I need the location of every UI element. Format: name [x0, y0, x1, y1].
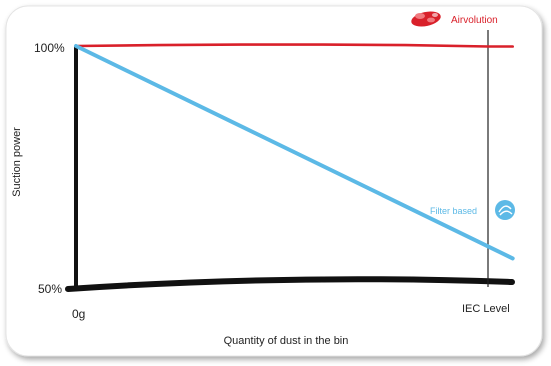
series-label-airvolution: Airvolution [451, 15, 498, 26]
series-line-airvolution [74, 43, 514, 48]
card-background [5, 5, 543, 357]
x-tick-label: 0g [72, 307, 85, 321]
x-tick-label: IEC Level [462, 303, 510, 315]
series-line-filter-based [74, 44, 515, 261]
y-axis-label: Suction power [11, 127, 23, 197]
series-label-filter-based: Filter based [430, 206, 477, 216]
x-axis-baseline [65, 276, 515, 292]
filter-logo-icon [495, 200, 515, 220]
y-tick-label: 50% [38, 282, 62, 296]
airvolution-logo-icon [411, 11, 441, 27]
y-tick-label: 100% [34, 41, 65, 55]
x-axis-label: Quantity of dust in the bin [224, 335, 349, 347]
